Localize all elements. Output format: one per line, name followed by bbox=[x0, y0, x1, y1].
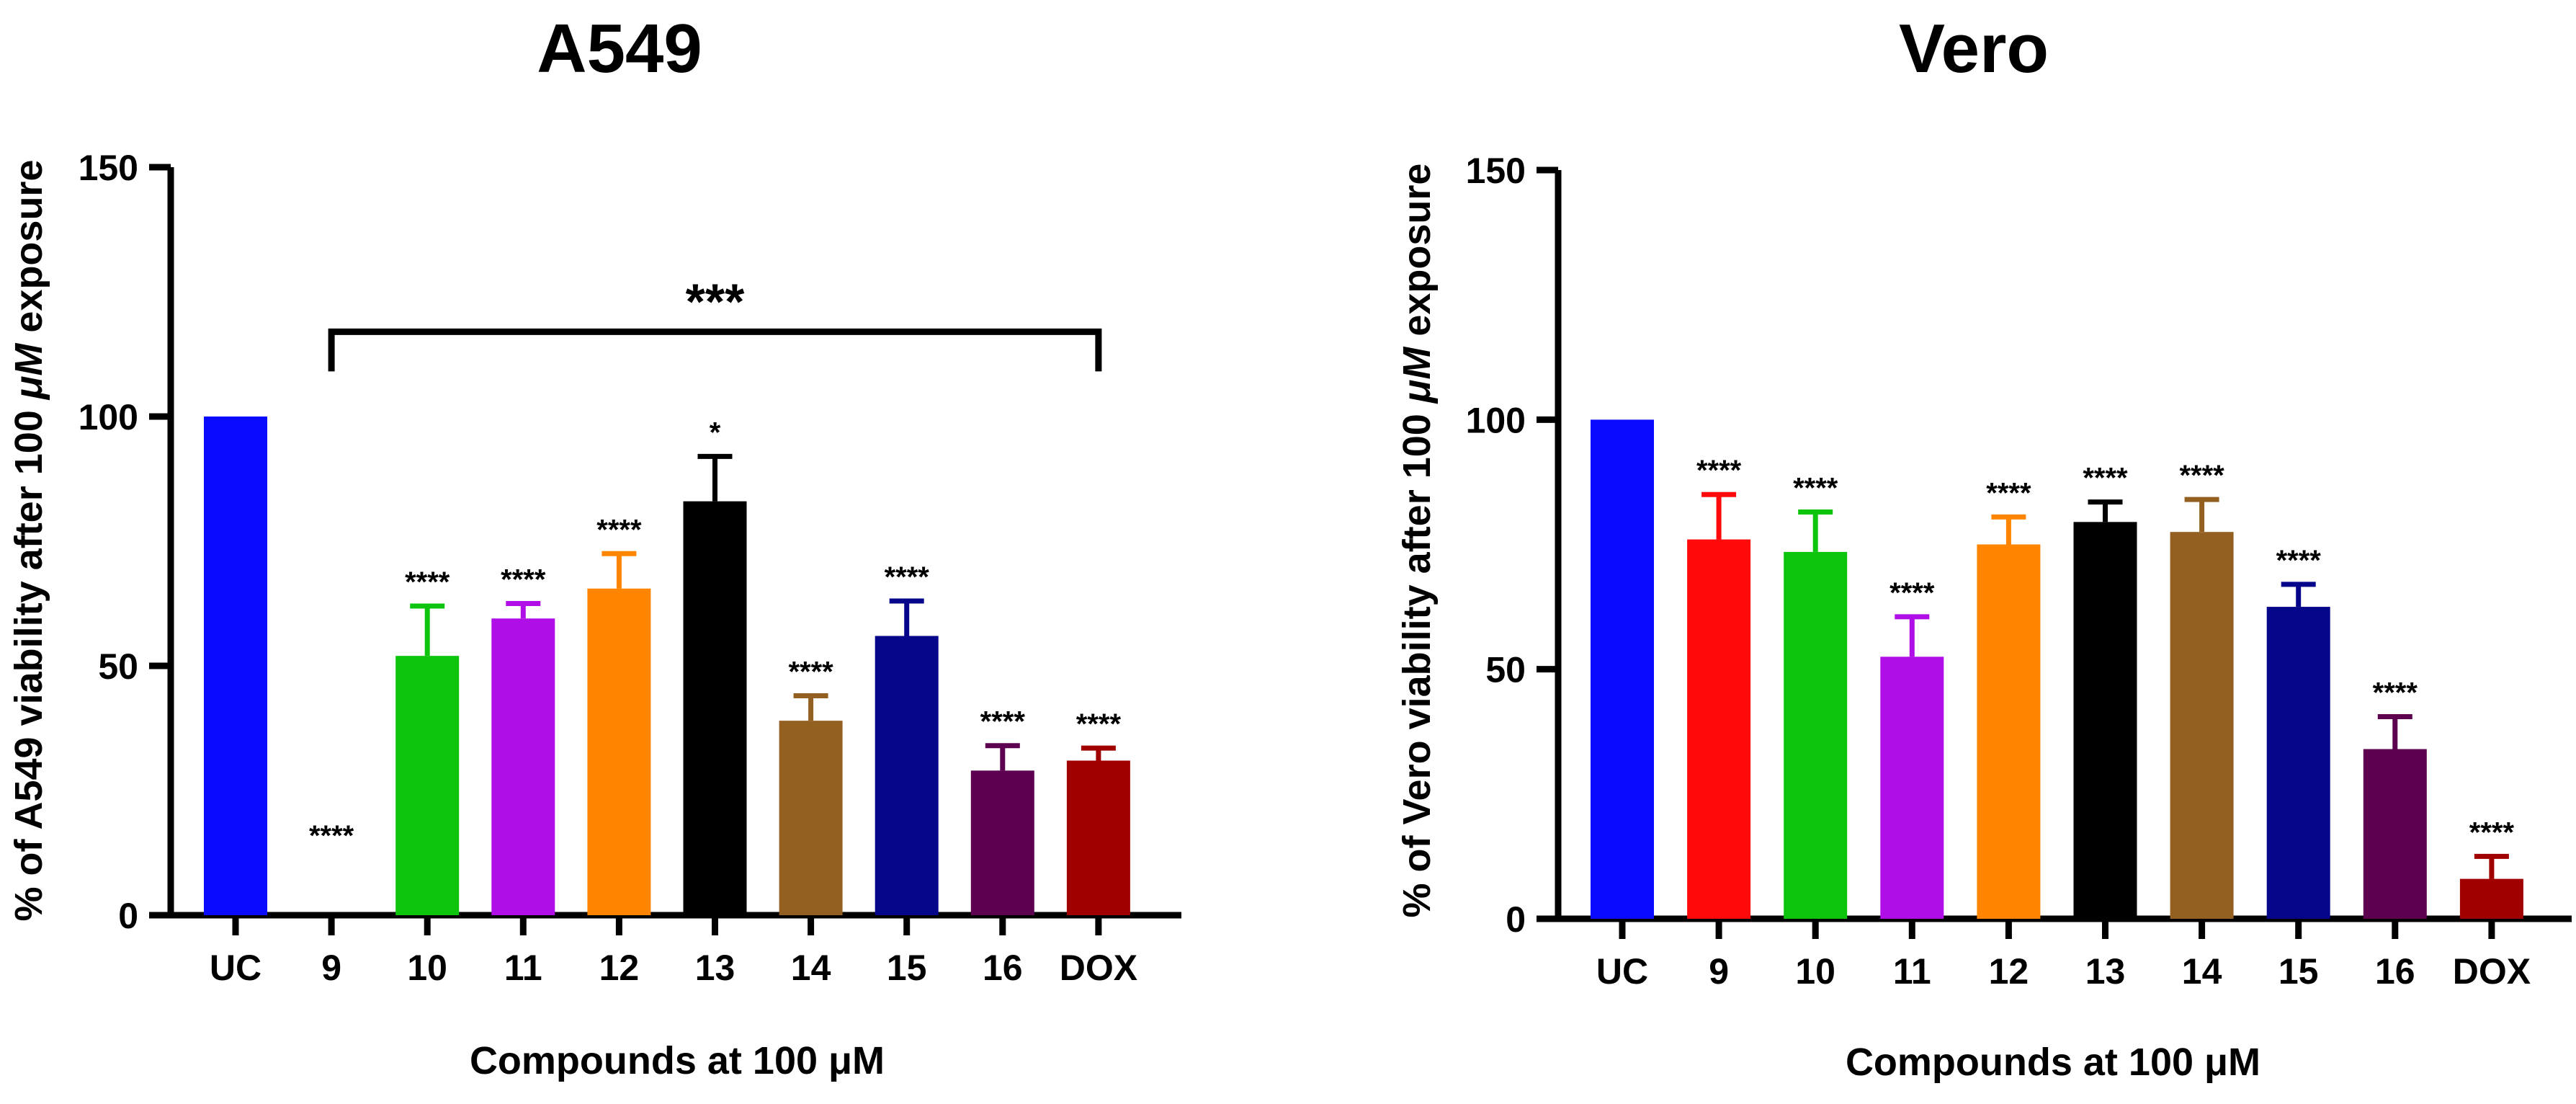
significance-label: **** bbox=[2276, 545, 2322, 577]
x-tick-label: 12 bbox=[1989, 951, 2029, 992]
y-tick-label: 0 bbox=[1506, 899, 1526, 940]
x-tick-label: UC bbox=[1596, 951, 1648, 992]
chart-title: A549 bbox=[537, 10, 702, 87]
significance-label: **** bbox=[1889, 577, 1935, 609]
x-tick-label: 12 bbox=[599, 948, 640, 988]
y-tick-label: 50 bbox=[1485, 650, 1526, 690]
bar-15 bbox=[875, 636, 939, 915]
y-axis-label: % of A549 viability after 100 μM exposur… bbox=[7, 160, 50, 922]
significance-label: **** bbox=[2083, 463, 2128, 494]
plot-area: 0 50 100 150 UC 9 **** 10 **** 11 **** 12 **** 13 * 14 *… bbox=[79, 148, 1181, 988]
bar-dox bbox=[1066, 760, 1130, 915]
y-axis-label: % of Vero viability after 100 μM exposur… bbox=[1395, 164, 1439, 918]
significance-label: **** bbox=[405, 566, 450, 598]
bar-10 bbox=[395, 656, 460, 915]
bar-12 bbox=[587, 588, 651, 915]
x-tick-label: 14 bbox=[2182, 951, 2222, 992]
significance-label: **** bbox=[1696, 455, 1742, 486]
bar-16 bbox=[970, 770, 1034, 915]
bar-13 bbox=[683, 501, 747, 915]
significance-label: **** bbox=[788, 656, 833, 688]
x-tick-label: 16 bbox=[983, 948, 1023, 988]
bar-dox bbox=[2459, 878, 2523, 919]
x-tick-label: UC bbox=[210, 948, 261, 988]
bar-15 bbox=[2266, 607, 2330, 919]
significance-label: **** bbox=[2179, 460, 2224, 491]
bar-10 bbox=[1784, 551, 1848, 919]
significance-label: **** bbox=[885, 561, 930, 593]
x-tick-label: 10 bbox=[1795, 951, 1835, 992]
chart-title: Vero bbox=[1899, 10, 2049, 87]
y-tick-label: 150 bbox=[1466, 151, 1526, 191]
significance-label: **** bbox=[1986, 477, 2031, 509]
x-tick-label: 13 bbox=[2085, 951, 2126, 992]
y-tick-label: 0 bbox=[118, 896, 138, 936]
significance-label: **** bbox=[309, 820, 354, 852]
x-tick-label: 15 bbox=[2278, 951, 2319, 992]
x-axis-label: Compounds at 100 μM bbox=[470, 1039, 885, 1082]
significance-label: **** bbox=[1076, 708, 1122, 740]
y-tick-label: 150 bbox=[79, 148, 138, 188]
x-axis-label: Compounds at 100 μM bbox=[1846, 1041, 2260, 1084]
x-tick-label: DOX bbox=[1060, 948, 1137, 988]
x-tick-label: 13 bbox=[695, 948, 735, 988]
x-tick-label: 9 bbox=[1709, 951, 1729, 992]
significance-label: **** bbox=[596, 514, 642, 546]
significance-label: **** bbox=[980, 706, 1026, 738]
significance-label: **** bbox=[2469, 816, 2515, 848]
y-tick-label: 100 bbox=[1466, 400, 1526, 440]
bar-13 bbox=[2073, 522, 2137, 919]
x-tick-label: 10 bbox=[407, 948, 447, 988]
x-tick-label: 11 bbox=[504, 948, 542, 988]
bar-16 bbox=[2363, 749, 2427, 919]
y-tick-label: 50 bbox=[98, 646, 138, 687]
significance-label: **** bbox=[501, 564, 546, 596]
x-tick-label: 9 bbox=[321, 948, 341, 988]
bar-12 bbox=[1977, 544, 2041, 919]
y-tick-label: 100 bbox=[79, 397, 138, 437]
significance-label: * bbox=[710, 417, 721, 448]
bar-uc bbox=[1591, 419, 1654, 919]
bar-uc bbox=[204, 417, 267, 915]
x-tick-label: DOX bbox=[2453, 951, 2531, 992]
bar-11 bbox=[1880, 656, 1944, 919]
bar-14 bbox=[779, 721, 843, 915]
x-tick-label: 11 bbox=[1893, 951, 1931, 992]
bracket-label: *** bbox=[686, 273, 745, 329]
significance-bracket bbox=[328, 328, 1102, 372]
chart-panel-a549: A549 Compounds at 100 μM % of A549 viabi… bbox=[7, 10, 1181, 1082]
significance-label: **** bbox=[2373, 677, 2418, 708]
x-tick-label: 14 bbox=[791, 948, 831, 988]
x-tick-label: 15 bbox=[887, 948, 927, 988]
bar-11 bbox=[491, 618, 555, 915]
chart-panel-vero: Vero Compounds at 100 μM % of Vero viabi… bbox=[1395, 10, 2572, 1084]
bar-9 bbox=[1687, 539, 1751, 919]
significance-label: **** bbox=[1793, 472, 1838, 504]
x-tick-label: 16 bbox=[2375, 951, 2415, 992]
plot-area: 0 50 100 150 UC 9 **** 10 **** 11 **** 12 **** 13 ****… bbox=[1466, 151, 2572, 992]
bar-14 bbox=[2170, 532, 2234, 919]
